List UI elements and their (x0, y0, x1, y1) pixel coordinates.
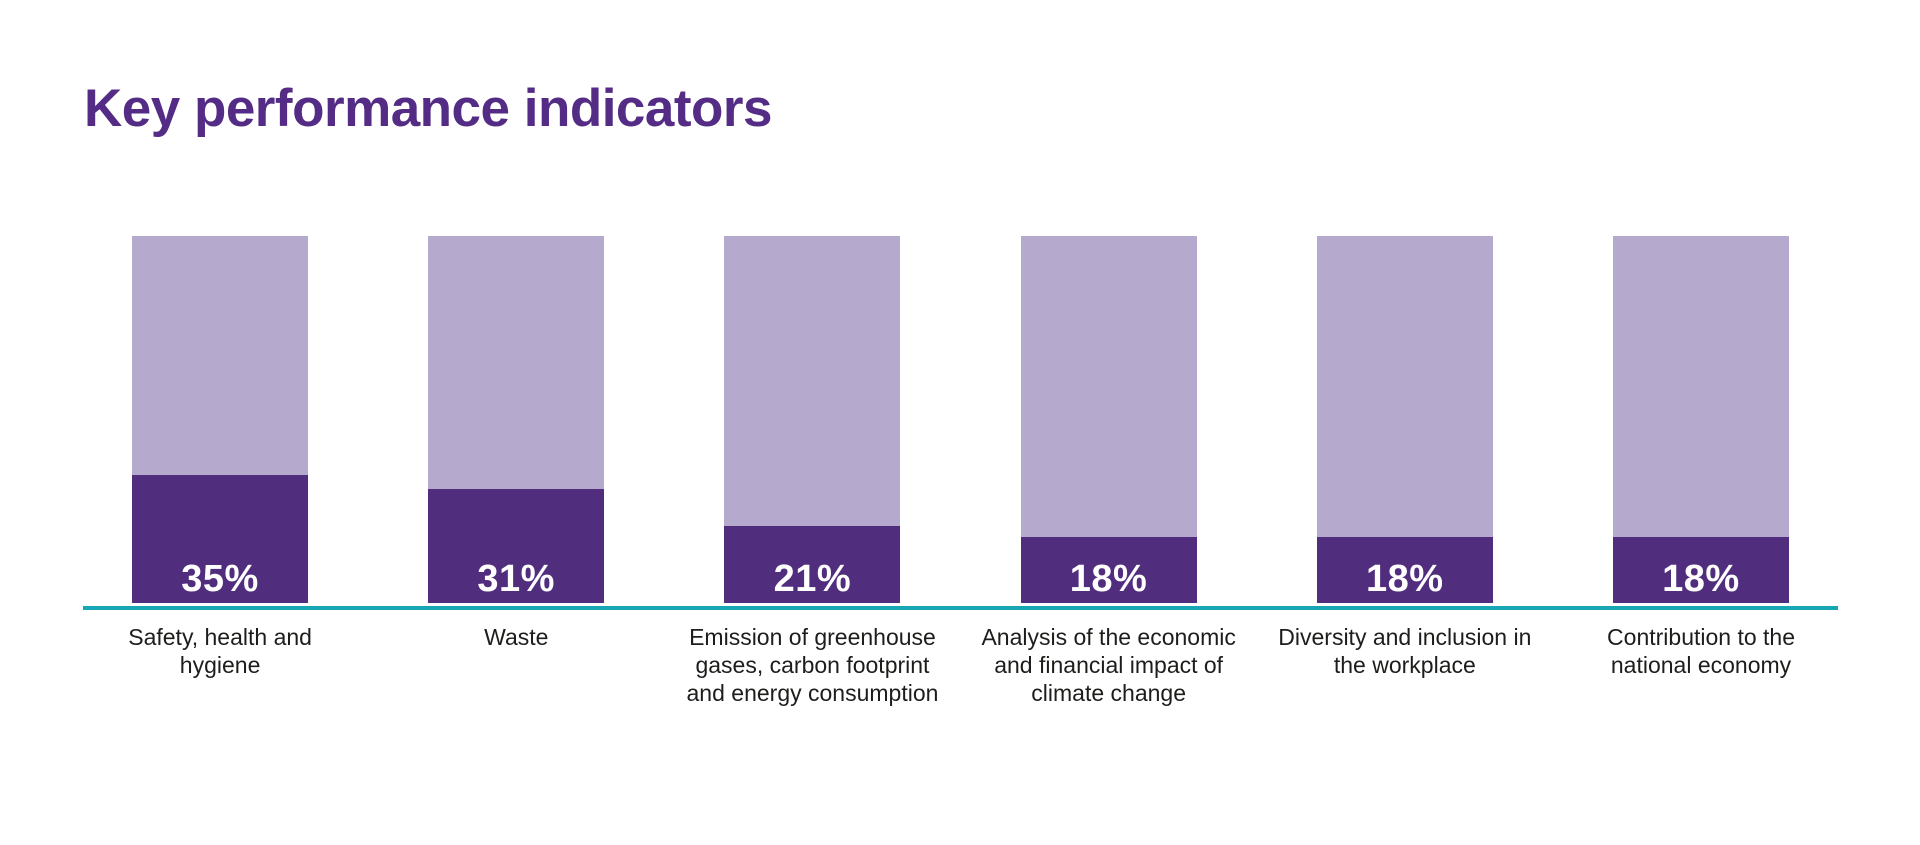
bar-remainder-segment (132, 236, 308, 475)
bar-value-label: 31% (477, 558, 555, 600)
category-label: Emission of greenhouse gases, carbon foo… (686, 624, 939, 706)
bar-column-4: 18% (1020, 236, 1197, 603)
bar-value-segment: 35% (132, 474, 308, 603)
chart-title: Key performance indicators (84, 79, 773, 138)
bar-column-6: 18% (1612, 236, 1789, 603)
bar-value-segment: 18% (1020, 536, 1197, 603)
bar-value-label: 18% (1662, 558, 1740, 600)
category-labels-row: Safety, health and hygiene Waste Emission … (72, 623, 1849, 707)
bar-value-label: 35% (181, 558, 259, 600)
category-label: Analysis of the economic and financial i… (981, 624, 1236, 706)
bar-column-1: 35% (132, 236, 308, 603)
bar-value-segment: 18% (1612, 536, 1789, 603)
category-label: Safety, health and hygiene (128, 624, 312, 678)
bar-remainder-segment (724, 236, 901, 526)
bar-remainder-segment (1316, 236, 1493, 537)
bar-remainder-segment (1020, 236, 1197, 537)
bar-value-segment: 31% (428, 489, 605, 603)
bar-column-3: 21% (724, 236, 901, 603)
category-label: Waste (484, 624, 549, 650)
category-label-cell: Diversity and inclusion in the workplace (1257, 623, 1553, 707)
category-label-cell: Analysis of the economic and financial i… (961, 623, 1257, 707)
bar-value-label: 18% (1365, 558, 1444, 600)
bar-column-5: 18% (1316, 236, 1493, 603)
bar-value-label: 21% (773, 558, 852, 600)
x-axis-baseline (83, 606, 1838, 610)
bar-remainder-segment (1612, 236, 1789, 537)
category-label: Diversity and inclusion in the workplace (1278, 624, 1532, 678)
category-label-cell: Waste (368, 623, 664, 707)
bar-remainder-segment (428, 236, 605, 490)
bar-value-segment: 21% (724, 525, 901, 603)
bar-value-label: 18% (1069, 558, 1148, 600)
bar-column-2: 31% (428, 236, 605, 603)
category-label-cell: Safety, health and hygiene (72, 623, 368, 707)
category-label-cell: Emission of greenhouse gases, carbon foo… (664, 623, 960, 707)
bar-value-segment: 18% (1316, 536, 1493, 603)
category-label: Contribution to the national economy (1607, 624, 1795, 678)
bars-row: 35% 31% 21% 18% 18% 18% (132, 236, 1789, 603)
category-label-cell: Contribution to the national economy (1553, 623, 1849, 707)
